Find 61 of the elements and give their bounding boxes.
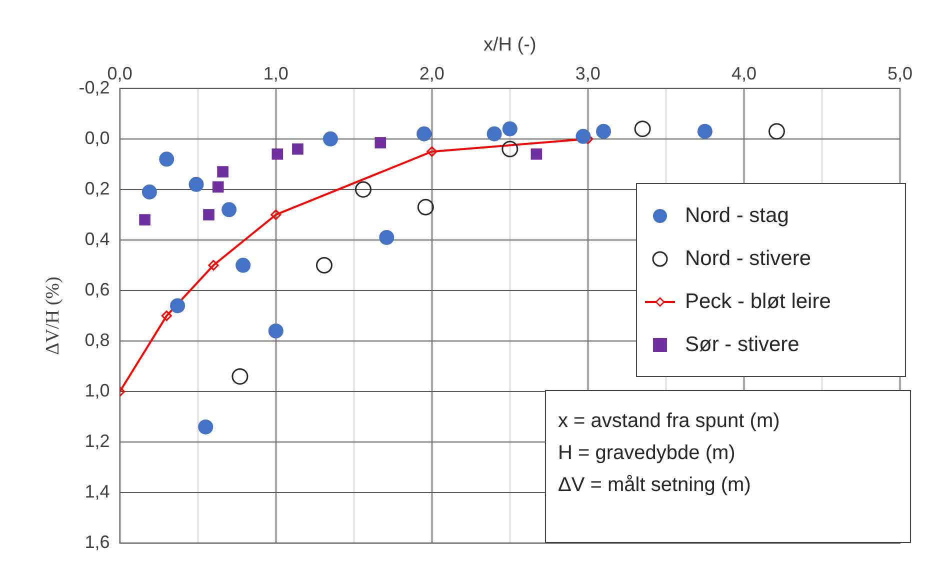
- annotation: x = avstand fra spunt (m): [558, 409, 781, 434]
- y-tick-label: 0,2: [84, 178, 110, 198]
- point: [203, 209, 214, 220]
- point: [188, 176, 204, 192]
- point: [142, 184, 157, 200]
- point: [292, 143, 304, 155]
- point: [416, 126, 432, 142]
- x-tick-label: 5,0: [887, 64, 913, 84]
- point: [236, 258, 251, 273]
- point: [576, 128, 591, 144]
- y-tick-label: 1,6: [84, 532, 110, 552]
- note-box: x = avstand fra spunt (m) H = gravedybde (m) ΔV = målt setning (m): [545, 390, 911, 543]
- legend-label: Nord - stag: [685, 204, 789, 228]
- y-tick-label: 0,8: [84, 330, 110, 350]
- point: [634, 120, 651, 138]
- x-tick-label: 2,0: [419, 64, 444, 84]
- point: [486, 126, 502, 142]
- legend-label: Peck - bløt leire: [685, 290, 831, 314]
- point: [322, 131, 338, 146]
- point: [697, 124, 712, 139]
- annotation: H = gravedybde (m): [558, 441, 736, 466]
- legend-label: Nord - stivere: [685, 246, 812, 270]
- y-tick-label: 0,0: [84, 128, 110, 148]
- point: [426, 146, 438, 157]
- point: [217, 166, 228, 178]
- y-axis-title: ΔV/H (%): [42, 276, 64, 355]
- point: [530, 148, 542, 160]
- x-tick-label: 3,0: [575, 64, 600, 84]
- point: [417, 198, 434, 216]
- point: [374, 137, 386, 148]
- y-tick-label: -0,2: [78, 77, 110, 98]
- legend-label: Sør - stivere: [685, 332, 800, 356]
- point: [270, 209, 282, 220]
- point: [222, 202, 237, 218]
- x-tick-label: 0,0: [107, 64, 132, 84]
- y-tick-label: 1,0: [84, 380, 110, 401]
- point: [170, 298, 186, 314]
- point: [596, 124, 612, 139]
- point: [379, 230, 394, 245]
- point: [139, 214, 150, 226]
- annotation: ΔV = målt setning (m): [558, 473, 752, 498]
- y-tick-label: 1,2: [84, 431, 110, 452]
- point: [268, 323, 284, 338]
- y-tick-label: 0,4: [84, 228, 110, 249]
- point: [502, 140, 518, 158]
- point: [354, 181, 372, 198]
- point: [232, 368, 248, 385]
- x-axis-title: x/H (-): [484, 34, 536, 56]
- point: [768, 123, 785, 140]
- point: [159, 152, 174, 167]
- point: [208, 260, 219, 271]
- point: [161, 310, 172, 322]
- y-tick-label: 1,4: [84, 482, 110, 502]
- point: [198, 419, 214, 434]
- point: [212, 181, 224, 193]
- x-tick-label: 4,0: [731, 64, 756, 84]
- y-tick-label: 0,6: [84, 280, 110, 300]
- point: [316, 257, 332, 274]
- point: [272, 148, 284, 160]
- point: [502, 121, 518, 136]
- x-tick-label: 1,0: [263, 64, 288, 84]
